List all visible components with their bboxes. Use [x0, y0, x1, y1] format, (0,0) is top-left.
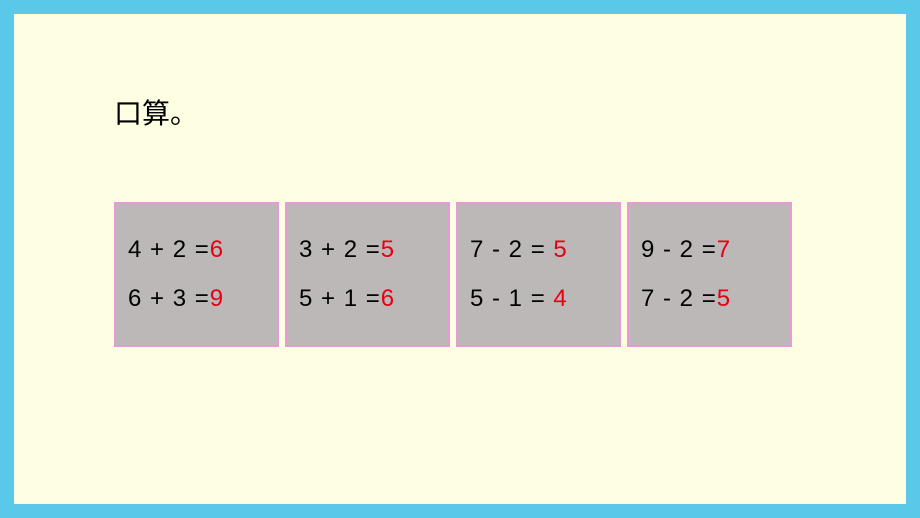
answer: 4 — [553, 285, 567, 312]
expression: 5 + 1 = — [299, 285, 381, 312]
equation: 4 + 2 =6 — [128, 236, 265, 264]
math-box-1: 4 + 2 =6 6 + 3 =9 — [114, 202, 279, 347]
expression: 7 - 2 = — [641, 285, 717, 312]
equation: 5 - 1 = 4 — [470, 285, 607, 313]
slide-content: 口算。 4 + 2 =6 6 + 3 =9 3 + 2 =5 5 + 1 =6 … — [14, 14, 906, 504]
math-box-2: 3 + 2 =5 5 + 1 =6 — [285, 202, 450, 347]
math-box-3: 7 - 2 = 5 5 - 1 = 4 — [456, 202, 621, 347]
answer: 5 — [553, 236, 567, 263]
equation: 9 - 2 =7 — [641, 236, 778, 264]
answer: 6 — [210, 236, 224, 263]
expression: 3 + 2 = — [299, 236, 381, 263]
equation: 6 + 3 =9 — [128, 285, 265, 313]
answer: 5 — [381, 236, 395, 263]
equation: 3 + 2 =5 — [299, 236, 436, 264]
expression: 5 - 1 = — [470, 285, 546, 312]
equation: 5 + 1 =6 — [299, 285, 436, 313]
expression: 7 - 2 = — [470, 236, 546, 263]
expression: 4 + 2 = — [128, 236, 210, 263]
answer: 5 — [717, 285, 731, 312]
equation: 7 - 2 =5 — [641, 285, 778, 313]
answer: 6 — [381, 285, 395, 312]
expression: 9 - 2 = — [641, 236, 717, 263]
math-box-4: 9 - 2 =7 7 - 2 =5 — [627, 202, 792, 347]
boxes-container: 4 + 2 =6 6 + 3 =9 3 + 2 =5 5 + 1 =6 7 - … — [114, 202, 792, 347]
equation: 7 - 2 = 5 — [470, 236, 607, 264]
page-title: 口算。 — [114, 92, 198, 132]
expression: 6 + 3 = — [128, 285, 210, 312]
answer: 7 — [717, 236, 731, 263]
answer: 9 — [210, 285, 224, 312]
